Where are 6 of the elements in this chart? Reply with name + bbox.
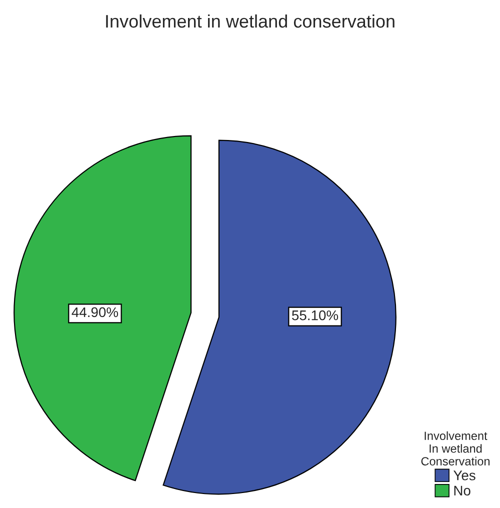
chart-title: Involvement in wetland conservation — [106, 14, 394, 28]
data-label: 44.90% — [72, 307, 118, 318]
legend-label: No — [454, 486, 470, 496]
legend-label: Yes — [454, 470, 476, 480]
legend-title: Involvement In wetland Conservation — [421, 431, 490, 466]
data-label: 55.10% — [292, 310, 338, 320]
